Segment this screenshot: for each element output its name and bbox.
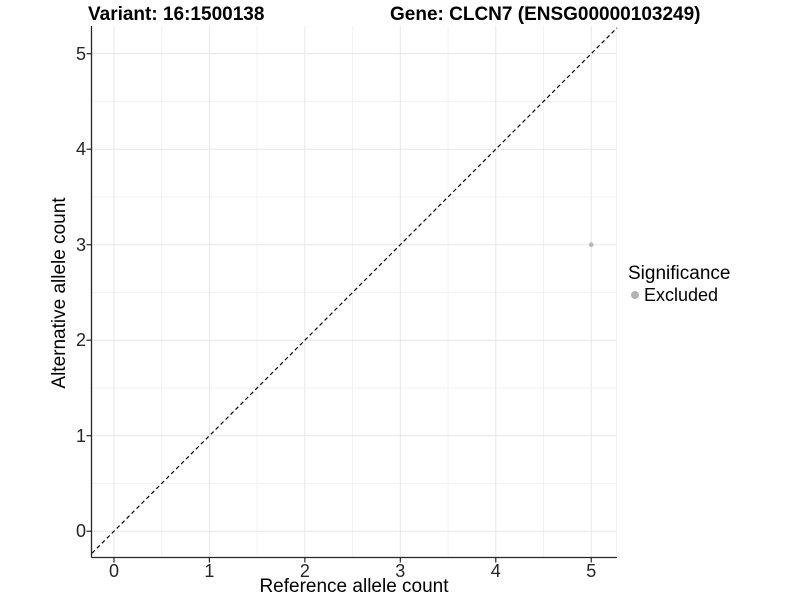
legend-title: Significance [628, 263, 731, 284]
y-tick-label: 5 [75, 43, 86, 64]
x-axis-title: Reference allele count [259, 576, 449, 597]
x-tick-label: 4 [490, 561, 501, 581]
legend-items: Excluded [628, 285, 730, 305]
legend-key [628, 287, 644, 303]
gene-title: Gene: CLCN7 (ENSG00000103249) [390, 4, 701, 25]
variant-title: Variant: 16:1500138 [88, 4, 265, 25]
y-tick-label: 3 [75, 234, 86, 255]
legend: Significance Excluded [628, 263, 730, 305]
y-axis-title: Alternative allele count [49, 197, 70, 389]
legend-point-icon [631, 291, 639, 299]
y-tick-label: 0 [75, 521, 86, 542]
data-point [588, 242, 594, 248]
y-tick-label: 2 [75, 330, 86, 351]
x-tick-label: 3 [395, 561, 406, 581]
identity-line [91, 27, 618, 554]
x-tick-label: 1 [204, 561, 215, 581]
x-tick-label: 2 [299, 561, 310, 581]
y-tick-label: 4 [75, 139, 86, 160]
x-tick-label: 5 [586, 561, 597, 581]
x-tick-label: 0 [108, 561, 119, 581]
legend-item: Excluded [628, 285, 730, 305]
legend-item-label: Excluded [644, 285, 719, 305]
y-tick-label: 1 [75, 425, 86, 446]
